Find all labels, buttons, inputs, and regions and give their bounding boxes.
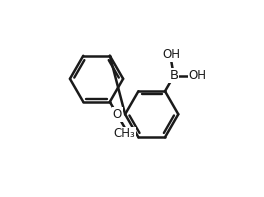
Text: O: O <box>113 108 122 121</box>
Text: OH: OH <box>189 69 207 82</box>
Text: OH: OH <box>162 48 180 61</box>
Text: CH₃: CH₃ <box>114 127 135 140</box>
Text: B: B <box>169 69 178 82</box>
